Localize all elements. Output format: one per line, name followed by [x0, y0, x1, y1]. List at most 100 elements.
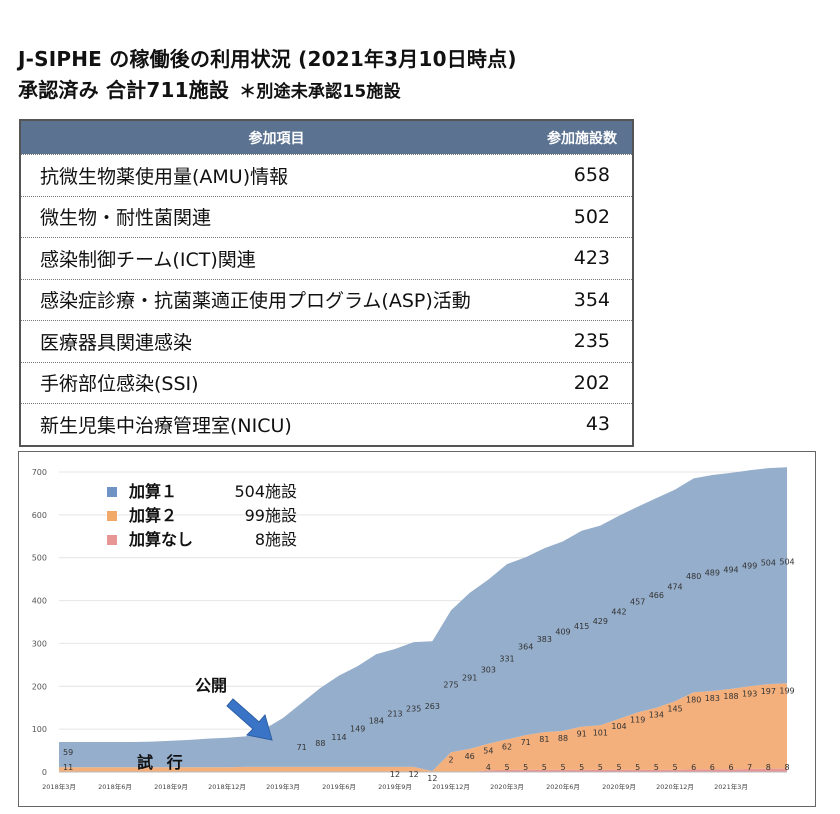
row-count: 354 — [573, 288, 610, 311]
legend-label: 加算２ — [128, 506, 177, 525]
data-label-kasan2: 183 — [705, 694, 720, 703]
data-label-kasan-nashi: 6 — [691, 763, 696, 772]
data-label-kasan1: 457 — [630, 598, 645, 607]
data-label-kasan-nashi: 5 — [523, 763, 528, 772]
row-count: 423 — [573, 247, 610, 270]
data-label-kasan-nashi: 6 — [728, 763, 733, 772]
chart-subtitle: 承認済み 合計711施設 ＊別途未承認15施設 — [18, 74, 401, 103]
x-tick-label: 2020年9月 — [602, 782, 636, 791]
data-label-kasan1: 213 — [387, 710, 402, 719]
data-label-kasan-nashi: 5 — [542, 763, 547, 772]
row-count: 43 — [585, 413, 610, 436]
data-label-kasan1: 442 — [611, 608, 626, 617]
data-label-kasan2: 2 — [448, 755, 453, 764]
data-label-kasan2: 101 — [593, 728, 608, 737]
y-tick-label: 600 — [32, 511, 47, 520]
data-label-kasan1: 480 — [686, 572, 701, 581]
data-label-kasan2: 180 — [686, 695, 701, 704]
data-label-kasan2: 11 — [63, 763, 73, 772]
data-label-kasan1: 489 — [705, 569, 720, 578]
data-label-kasan2: 54 — [483, 747, 493, 756]
legend-label: 加算１ — [128, 482, 177, 501]
data-label-kasan1: 504 — [761, 558, 776, 567]
data-label-kasan1: 184 — [369, 716, 384, 725]
data-label-kasan-nashi: 5 — [598, 763, 603, 772]
x-tick-label: 2020年3月 — [490, 782, 524, 791]
data-label-kasan1: 331 — [499, 654, 514, 663]
legend-value: 8施設 — [255, 530, 297, 549]
data-label-kasan1: 504 — [779, 557, 794, 566]
data-label-kasan-nashi: 5 — [579, 763, 584, 772]
data-label-kasan1: 291 — [462, 673, 477, 682]
row-count: 658 — [573, 164, 610, 187]
legend-value: 504施設 — [234, 482, 297, 501]
row-count: 502 — [573, 205, 610, 228]
legend-label: 加算なし — [128, 530, 193, 549]
header-item: 参加項目 — [248, 130, 305, 147]
data-label-kasan-nashi: 5 — [504, 763, 509, 772]
y-tick-label: 700 — [32, 468, 47, 477]
data-label-kasan-nashi: 5 — [635, 763, 640, 772]
legend-swatch — [107, 511, 117, 521]
data-label-kasan1: 114 — [331, 733, 346, 742]
chart-svg: 0 100 200 300 400 500 600 700 2018年3月 2018年6月 2018… — [32, 467, 795, 791]
data-label-kasan2: 12 — [390, 770, 400, 779]
data-label-kasan2: 71 — [521, 738, 531, 747]
data-label-kasan1: 474 — [667, 583, 682, 592]
data-label-kasan1: 409 — [555, 627, 570, 636]
data-label-kasan2: 134 — [649, 711, 664, 720]
participation-table: 参加項目 参加施設数 抗微生物薬使用量(AMU)情報 658 微生物・耐性菌関連 5… — [19, 119, 634, 447]
data-label-kasan1: 429 — [593, 617, 608, 626]
data-label-kasan-nashi: 7 — [747, 763, 752, 772]
data-label-kasan2: 104 — [611, 722, 626, 731]
y-tick-label: 300 — [32, 639, 47, 648]
table-header: 参加項目 参加施設数 — [21, 121, 632, 154]
y-tick-label: 100 — [32, 725, 47, 734]
x-tick-label: 2020年6月 — [546, 782, 580, 791]
x-tick-label: 2018年3月 — [42, 782, 76, 791]
header-count: 参加施設数 — [547, 130, 617, 147]
data-label-kasan-nashi: 5 — [672, 763, 677, 772]
y-tick-label: 0 — [42, 768, 47, 777]
row-count: 202 — [573, 371, 610, 394]
row-item: 感染症診療・抗菌薬適正使用プログラム(ASP)活動 — [40, 290, 471, 313]
data-label-kasan2: 188 — [723, 692, 738, 701]
table-row: 手術部位感染(SSI) 202 — [21, 361, 632, 404]
x-tick-label: 2020年12月 — [656, 782, 694, 791]
y-tick-label: 500 — [32, 554, 47, 563]
data-label-kasan1: 59 — [63, 748, 73, 757]
x-tick-label: 2019年12月 — [432, 782, 470, 791]
table-row: 抗微生物薬使用量(AMU)情報 658 — [21, 154, 632, 196]
row-item: 微生物・耐性菌関連 — [40, 207, 212, 230]
y-tick-label: 200 — [32, 682, 47, 691]
data-label-kasan1: 275 — [443, 680, 458, 689]
data-label-kasan2: 62 — [502, 742, 512, 751]
data-label-kasan2: 46 — [465, 752, 475, 761]
data-label-kasan2: 12 — [409, 770, 419, 779]
area-series-1 — [59, 768, 787, 772]
data-label-kasan2: 145 — [667, 704, 682, 713]
data-label-kasan1: 263 — [425, 702, 440, 711]
subtitle-note: ＊別途未承認15施設 — [239, 82, 401, 102]
x-tick-label: 2018年12月 — [208, 782, 246, 791]
row-item: 手術部位感染(SSI) — [40, 373, 199, 396]
x-tick-label: 2018年9月 — [154, 782, 188, 791]
data-label-kasan2: 91 — [577, 730, 587, 739]
x-tick-label: 2019年9月 — [378, 782, 412, 791]
table-row: 微生物・耐性菌関連 502 — [21, 195, 632, 238]
data-label-kasan2: 88 — [558, 734, 568, 743]
data-label-kasan1: 364 — [518, 642, 533, 651]
table-row: 新生児集中治療管理室(NICU) 43 — [21, 403, 632, 445]
data-label-kasan1: 466 — [649, 591, 664, 600]
x-tick-label: 2019年3月 — [266, 782, 300, 791]
data-label-kasan1: 149 — [350, 725, 365, 734]
chart-title: J-SIPHE の稼働後の利用状況 (2021年3月10日時点) — [18, 47, 517, 71]
row-item: 抗微生物薬使用量(AMU)情報 — [40, 165, 289, 188]
data-label-kasan2: 81 — [539, 735, 549, 744]
data-label-kasan1: 383 — [537, 635, 552, 644]
data-label-kasan-nashi: 5 — [560, 763, 565, 772]
annotation-trial: 試 行 — [137, 753, 187, 772]
row-item: 医療器具関連感染 — [40, 331, 193, 354]
data-label-kasan1: 499 — [742, 562, 757, 571]
subtitle-total: 承認済み 合計711施設 — [18, 78, 230, 102]
